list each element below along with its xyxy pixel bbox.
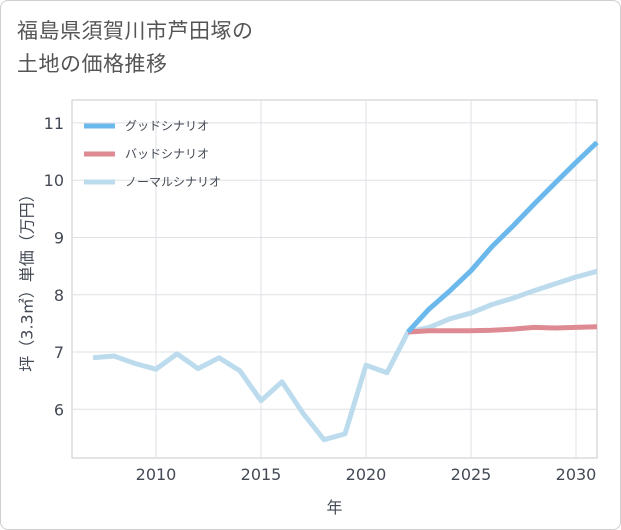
chart-title: 福島県須賀川市芦田塚の 土地の価格推移	[17, 15, 254, 81]
x-tick-label-2015: 2015	[241, 465, 282, 484]
x-tick-label-2030: 2030	[556, 465, 597, 484]
series-line-1	[407, 324, 598, 335]
y-tick-label-10: 10	[44, 171, 64, 190]
x-axis-label: 年	[326, 498, 342, 517]
x-tick-label-2025: 2025	[451, 465, 492, 484]
legend-label-1: バッドシナリオ	[125, 147, 209, 161]
chart-title-line-1: 福島県須賀川市芦田塚の	[17, 19, 254, 43]
y-tick-label-8: 8	[54, 286, 64, 305]
x-tick-label-2010: 2010	[136, 465, 177, 484]
x-tick-labels: 2010 2015 2020 2025 2030	[136, 465, 597, 484]
legend-item-0: グッドシナリオ	[84, 119, 209, 133]
plot-area	[71, 99, 598, 459]
legend-label-0: グッドシナリオ	[125, 119, 209, 133]
series-line-2	[92, 268, 598, 443]
series-line-0	[406, 140, 599, 334]
y-tick-label-6: 6	[54, 400, 64, 419]
y-tick-label-11: 11	[44, 114, 64, 133]
chart-title-line-2: 土地の価格推移	[17, 52, 168, 76]
legend-item-2: ノーマルシナリオ	[84, 175, 221, 189]
plot-frame	[71, 99, 598, 459]
series-lines	[92, 140, 599, 443]
legend-item-1: バッドシナリオ	[84, 147, 209, 161]
y-tick-label-9: 9	[54, 228, 64, 247]
y-tick-label-7: 7	[54, 343, 64, 362]
x-tick-label-2020: 2020	[346, 465, 387, 484]
legend-label-2: ノーマルシナリオ	[125, 175, 221, 189]
y-axis-label: 坪（3.3㎡）単価（万円）	[18, 186, 37, 371]
y-tick-labels: 6 7 8 9 10 11	[44, 114, 64, 419]
